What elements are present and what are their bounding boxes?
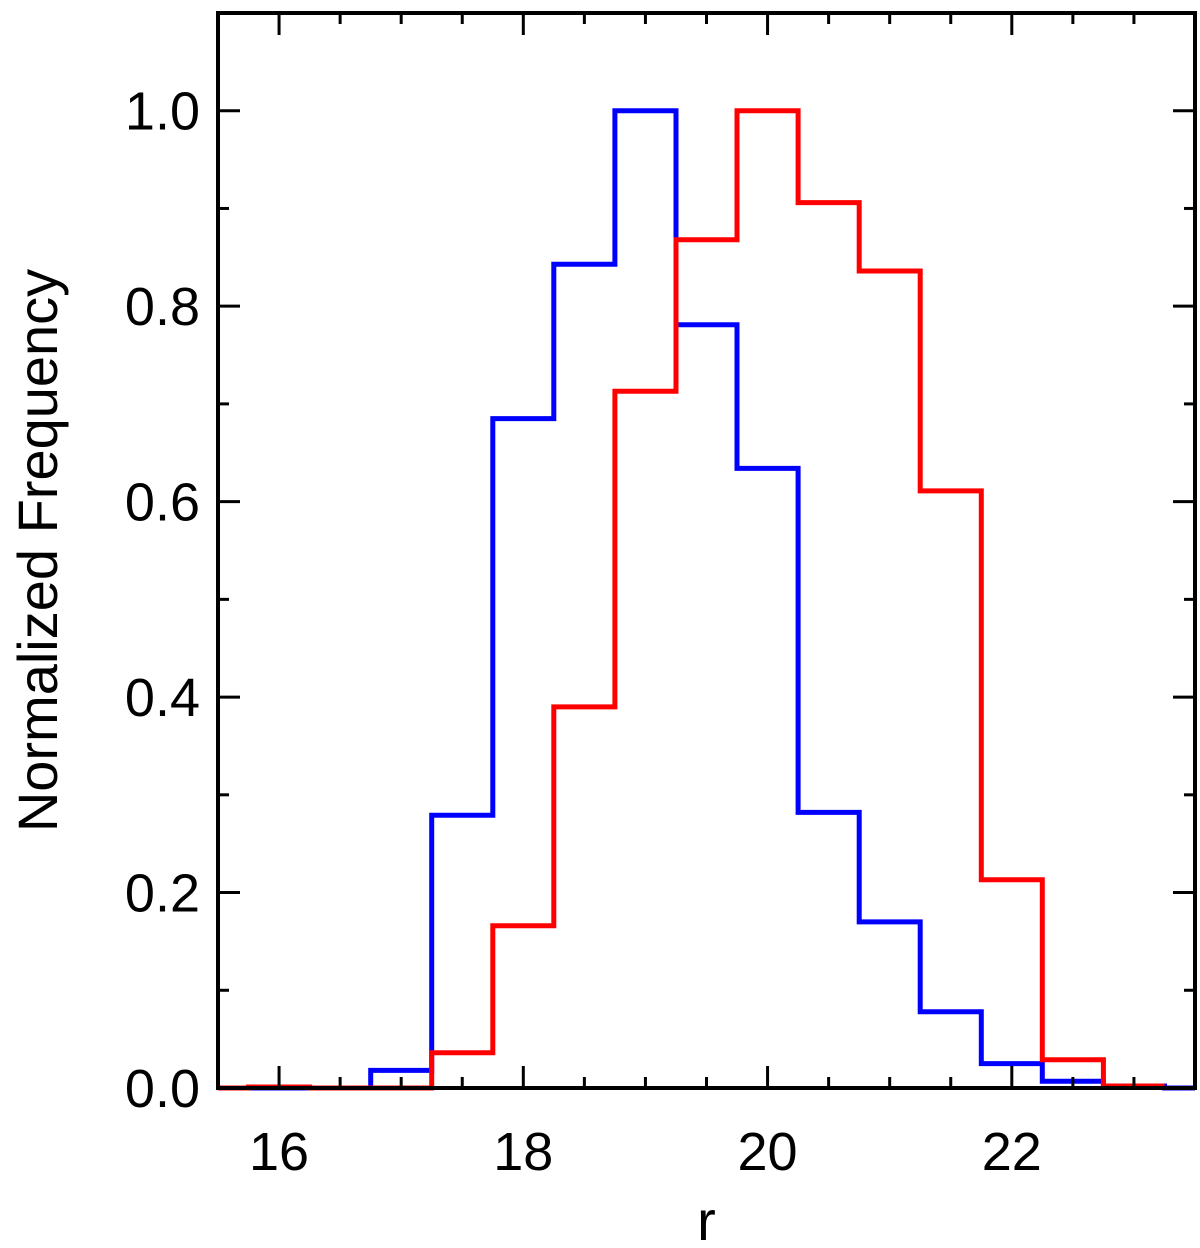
x-axis-title: r [697, 1189, 716, 1248]
y-tick-label: 1.0 [125, 82, 200, 142]
y-tick-label: 0.0 [125, 1059, 200, 1119]
series-1-line [248, 108, 1195, 1091]
y-tick-label: 0.8 [125, 277, 200, 337]
x-tick-label: 20 [738, 1122, 798, 1182]
plot-frame [216, 11, 1197, 1090]
x-tick-label: 16 [249, 1122, 309, 1182]
x-tick-label: 18 [493, 1122, 553, 1182]
x-tick-label: 22 [982, 1122, 1042, 1182]
labels-layer: 16 18 20 22 0.0 0.2 0.4 0.6 0.8 1.0 [125, 82, 1042, 1182]
ticks-layer [216, 11, 1197, 1090]
series-2-line [218, 108, 1165, 1091]
y-tick-label: 0.6 [125, 473, 200, 533]
y-tick-label: 0.2 [125, 864, 200, 924]
y-tick-label: 0.4 [125, 668, 200, 728]
series-layer [218, 108, 1195, 1091]
y-axis-title: Normalized Frequency [6, 269, 69, 832]
